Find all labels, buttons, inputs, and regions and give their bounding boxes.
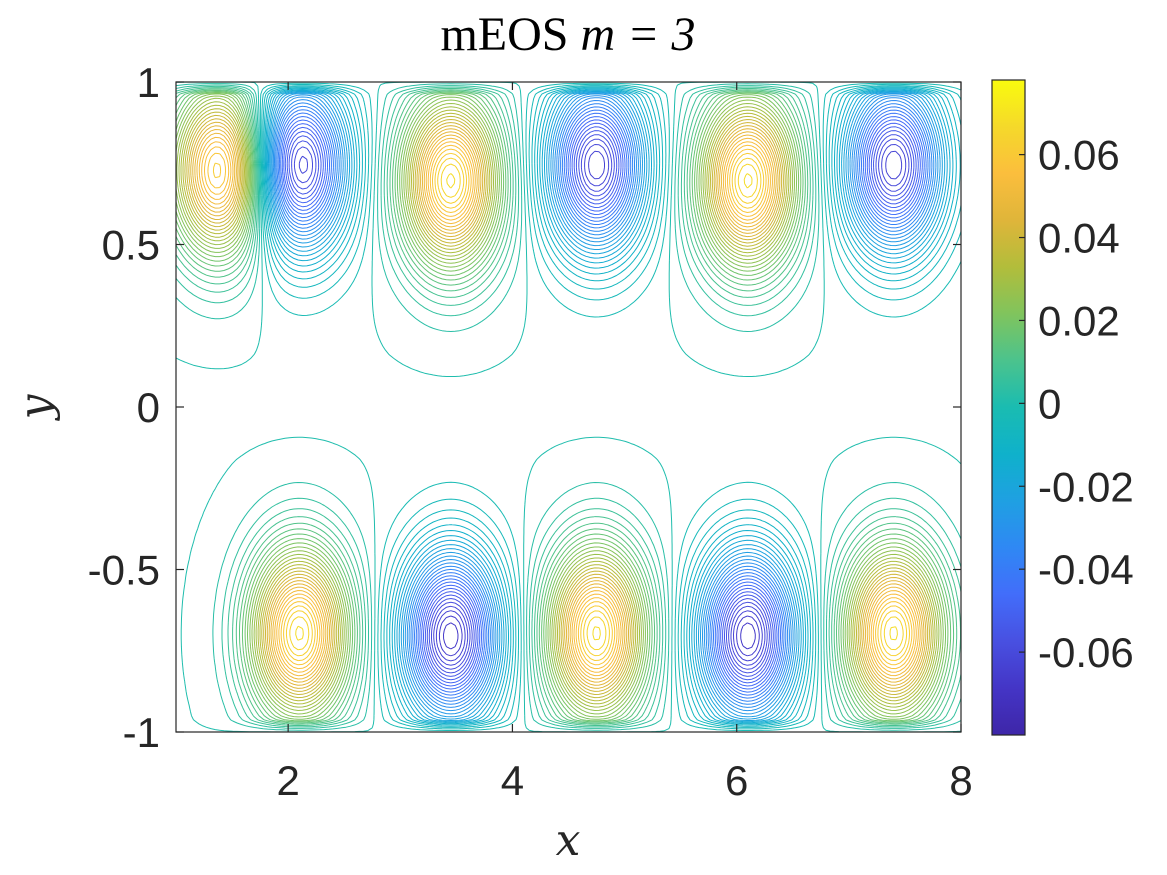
colorbar-tick-label: -0.04: [1038, 546, 1134, 593]
contour-level: [176, 87, 961, 726]
contour-level: [285, 157, 908, 657]
contour-level: [176, 83, 961, 731]
plot-area: 2 4 6 8 1 0.5 0 -0.5 -1: [88, 59, 973, 804]
contour-level: [275, 100, 933, 705]
contour-level: [263, 86, 961, 727]
contour-level: [291, 134, 912, 674]
contour-level: [262, 85, 961, 728]
contour-level: [176, 84, 961, 729]
x-tick-label: 2: [276, 757, 299, 804]
contour-level: [271, 93, 939, 715]
y-tick-label: 0: [137, 384, 160, 431]
contour-level: [207, 148, 913, 666]
y-tick-label: 1: [137, 59, 160, 106]
y-tick-label: -1: [123, 709, 160, 756]
contour-level: [284, 122, 919, 684]
contour-level: [283, 119, 921, 687]
contour-level: [265, 88, 954, 725]
contour-level: [184, 111, 932, 699]
contour-level: [268, 90, 946, 721]
contour-level: [176, 95, 942, 715]
x-tick-label: 4: [501, 757, 524, 804]
x-tick-label: 6: [725, 757, 748, 804]
contour-level: [196, 132, 921, 680]
contour-level: [259, 82, 961, 731]
contour-level: [286, 126, 917, 681]
contour-level: [295, 173, 898, 641]
contour-level: [269, 91, 943, 720]
contour-level: [178, 101, 938, 708]
colorbar-ticks: 0.06 0.04 0.02 0 -0.02 -0.04 -0.06: [1019, 132, 1134, 676]
contour-level: [267, 90, 948, 723]
y-tick-label: -0.5: [88, 547, 160, 594]
contour-level: [274, 97, 935, 708]
contour-level: [443, 622, 756, 650]
contour-level: [182, 108, 934, 702]
contour-level: [281, 116, 923, 690]
contour-level: [176, 91, 949, 722]
contour-level: [180, 104, 936, 705]
contour-level: [176, 82, 961, 732]
contour-level: [176, 97, 940, 711]
contour-level: [198, 136, 919, 677]
chart-title-prefix: mEOS: [440, 8, 580, 61]
contour-level: [204, 144, 915, 670]
contour-level: [176, 85, 961, 728]
contour-level: [201, 141, 917, 673]
contour-level: [438, 615, 760, 657]
contour-level: [176, 89, 955, 724]
contour-level: [289, 163, 904, 651]
colorbar-tick-label: 0: [1038, 380, 1061, 427]
contour-level: [264, 87, 957, 726]
colorbar-tick-label: -0.02: [1038, 463, 1134, 510]
contour-level: [176, 90, 952, 723]
y-tick-label: 0.5: [102, 222, 160, 269]
contour-level: [272, 95, 937, 712]
x-tick-label: 8: [949, 757, 972, 804]
y-axis-label: y: [10, 393, 61, 421]
contour-level: [186, 114, 930, 695]
contour-level: [188, 118, 929, 692]
contour-level: [298, 144, 907, 666]
x-ticks: 2 4 6 8: [276, 82, 973, 804]
contour-level: [435, 150, 903, 662]
contour-level: [261, 83, 961, 730]
contour-level: [277, 106, 929, 699]
contour-level: [176, 92, 946, 720]
contour-level: [280, 112, 925, 693]
chart-title: mEOS m = 3: [440, 8, 695, 61]
colorbar-tick-label: 0.02: [1038, 297, 1120, 344]
contour-level: [212, 152, 910, 662]
colorbar-tick-label: 0.06: [1038, 132, 1120, 179]
contour-level: [293, 138, 910, 670]
contour-level: [194, 129, 923, 683]
contour-level: [276, 103, 931, 702]
chart-title-math: m = 3: [580, 8, 695, 61]
contour-level: [176, 93, 944, 718]
contour-level: [190, 121, 927, 689]
contour-level: [278, 109, 927, 696]
colorbar-bar: [991, 79, 1026, 736]
contour-level: [288, 130, 915, 677]
contour-level: [270, 92, 941, 718]
contour-level: [192, 125, 925, 686]
y-ticks: 1 0.5 0 -0.5 -1: [88, 59, 961, 756]
contour-lines: [176, 82, 961, 732]
colorbar: 0.06 0.04 0.02 0 -0.02 -0.04 -0.06: [991, 79, 1134, 736]
colorbar-tick-label: -0.06: [1038, 629, 1134, 676]
colorbar-tick-label: 0.04: [1038, 215, 1120, 262]
contour-level: [266, 89, 951, 724]
contour-level: [176, 88, 958, 725]
x-axis-label: x: [556, 815, 581, 866]
